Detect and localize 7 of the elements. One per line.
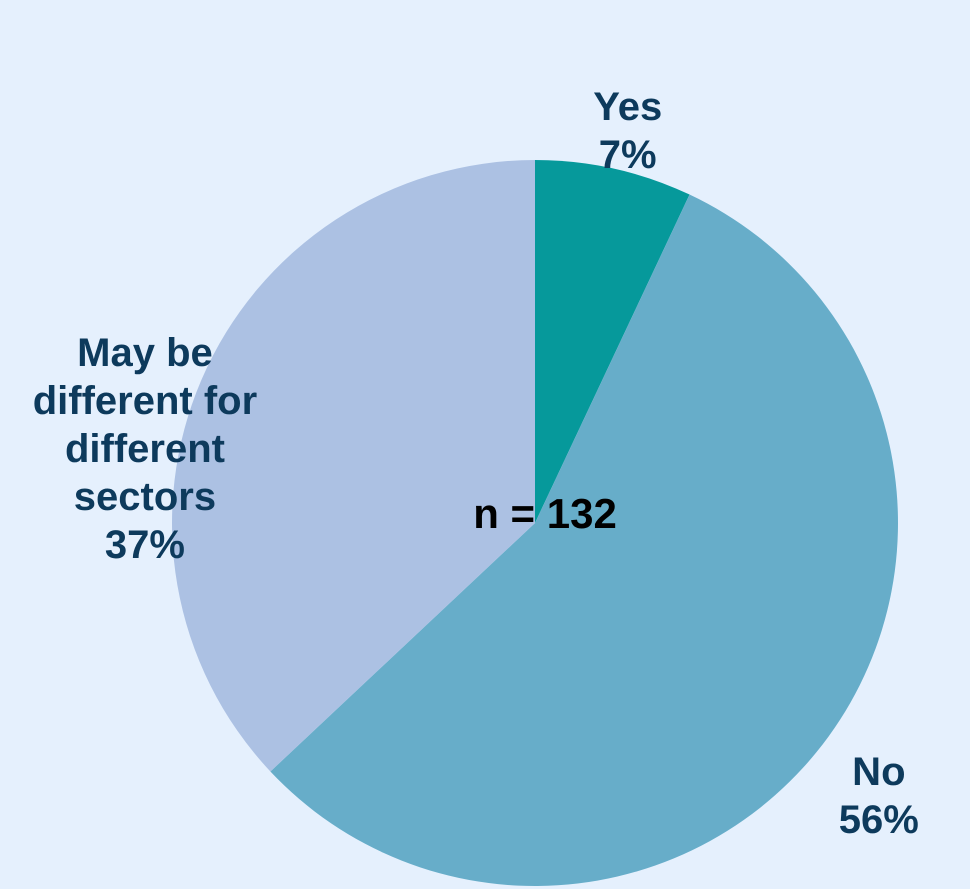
data-label: 7% [598,133,657,178]
text: n = 132 [473,490,617,537]
slice-label: Yes [593,85,662,130]
slice-label: No [852,750,906,794]
data-label: 37% [104,523,185,568]
data-label: 56% [838,798,919,842]
slice-label: May be different for different sectors [32,331,258,520]
